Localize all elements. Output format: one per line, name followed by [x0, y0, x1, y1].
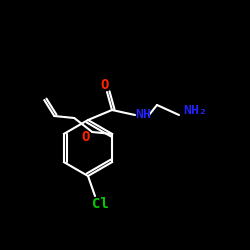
Text: Cl: Cl [92, 197, 108, 211]
Text: NH: NH [135, 108, 151, 120]
Text: O: O [81, 130, 90, 144]
Text: NH₂: NH₂ [183, 104, 207, 118]
Text: O: O [101, 78, 109, 92]
